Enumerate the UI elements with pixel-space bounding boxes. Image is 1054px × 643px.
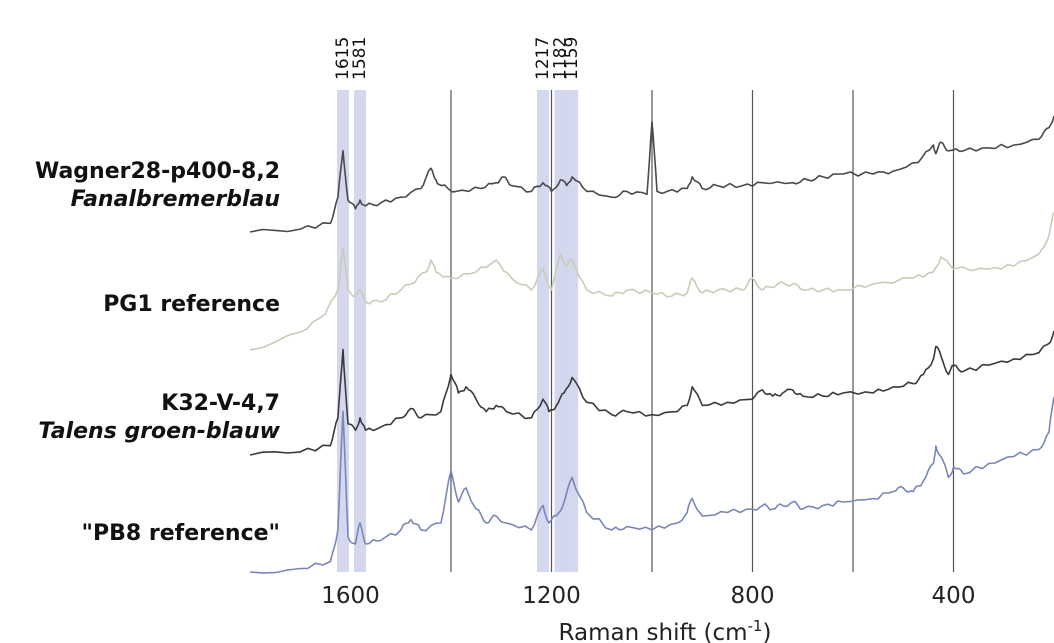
x-tick-800: 800 [731, 583, 775, 609]
vertical-gridlines [450, 90, 955, 572]
band-label-1581: 1581 [350, 37, 370, 80]
band-label-1159: 1159 [562, 37, 582, 80]
series-label-wagner28: Wagner28-p400-8,2 Fanalbremerblau [35, 158, 280, 214]
highlight-band-1615 [336, 90, 349, 572]
spectra-lines [249, 115, 1054, 574]
band-label-1217: 1217 [533, 37, 553, 80]
x-tick-1200: 1200 [522, 583, 581, 609]
series-name: PG1 reference [103, 292, 280, 317]
spectrum-line-1 [249, 211, 1054, 351]
series-label-k32: K32-V-4,7 Talens groen-blauw [38, 390, 280, 446]
series-subtitle: Talens groen-blauw [38, 419, 280, 444]
highlight-band-1159 [566, 90, 579, 572]
x-tick-labels: 1600 1200 800 400 [321, 583, 975, 609]
x-axis-label-main: Raman shift (cm [559, 620, 748, 643]
series-label-pb8: "PB8 reference" [82, 520, 280, 548]
band-label-1615: 1615 [333, 37, 353, 80]
x-axis-label: Raman shift (cm-1) [559, 617, 772, 643]
series-name: "PB8 reference" [81, 521, 280, 546]
series-subtitle: Fanalbremerblau [70, 187, 280, 212]
series-name: K32-V-4,7 [161, 391, 280, 416]
spectrum-line-3 [249, 396, 1054, 574]
highlight-bands [336, 90, 579, 572]
series-name: Wagner28-p400-8,2 [34, 159, 280, 184]
spectrum-line-2 [249, 330, 1054, 456]
spectrum-line-0 [249, 115, 1054, 233]
x-axis-label-sup: -1 [748, 617, 763, 635]
x-tick-400: 400 [932, 583, 976, 609]
highlight-band-1182 [554, 90, 567, 572]
x-tick-1600: 1600 [321, 583, 380, 609]
x-axis-label-close: ) [762, 620, 771, 643]
highlight-band-1581 [354, 90, 367, 572]
band-label-1182: 1182 [551, 37, 571, 80]
series-label-pg1: PG1 reference [103, 291, 280, 319]
highlight-band-1217 [536, 90, 549, 572]
